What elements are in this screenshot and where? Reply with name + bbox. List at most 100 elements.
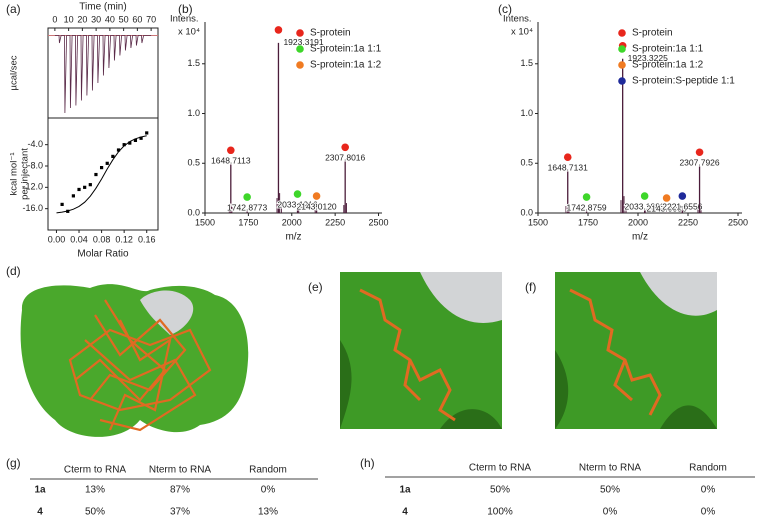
x-tick-label: 2500	[369, 217, 389, 227]
point	[116, 148, 121, 152]
point	[94, 172, 98, 177]
legend-marker	[296, 45, 304, 53]
peak-label: 2221.6556	[662, 201, 702, 211]
species-marker	[293, 190, 302, 198]
x-tick-label: 2000	[628, 217, 648, 227]
x-tick-label: 1500	[195, 217, 215, 227]
panel-label: (f)	[525, 280, 536, 294]
point	[139, 136, 143, 140]
species-marker	[582, 193, 591, 201]
x-tick-label: 0.04	[70, 234, 88, 244]
y-axis-title: µcal/sec	[9, 55, 20, 90]
row-label: 1a	[399, 485, 411, 496]
legend-marker	[618, 61, 626, 69]
column-header: Cterm to RNA	[64, 465, 127, 476]
table-cell: 87%	[170, 485, 190, 496]
x-tick-label: 30	[91, 14, 101, 24]
y-tick-label: 1.0	[187, 108, 200, 118]
column-header: Nterm to RNA	[149, 465, 212, 476]
peak-label: 2033.1916	[277, 199, 317, 209]
peak-label: 1923.3191	[283, 37, 323, 47]
point	[122, 143, 126, 147]
species-marker	[662, 194, 671, 202]
panel-label: (e)	[308, 280, 323, 294]
peak-label: 2143.0120	[296, 201, 336, 211]
table-cell: 50%	[600, 485, 620, 496]
x-tick-label: 1500	[528, 217, 548, 227]
table-cell: 0%	[701, 485, 716, 496]
x-tick-label: 0.12	[115, 234, 133, 244]
point	[99, 166, 104, 170]
peak-label: 2307.7926	[679, 158, 719, 168]
legend-marker	[618, 29, 626, 37]
species-marker	[243, 193, 251, 201]
x-tick-label: 1750	[238, 217, 258, 227]
y-tick-label: 0.5	[187, 158, 200, 168]
table-cell: 0%	[261, 485, 276, 496]
x-tick-label: 2250	[678, 217, 698, 227]
panel-label: (h)	[360, 456, 375, 470]
legend-label: S-protein:1a 1:2	[632, 60, 704, 71]
species-marker	[678, 192, 687, 200]
table-cell: 100%	[487, 507, 513, 518]
x-axis-title: Time (min)	[79, 2, 126, 13]
peak-label: 1742.8759	[566, 202, 606, 212]
peak-label: 1648.7131	[548, 162, 588, 172]
plot-frame	[47, 117, 159, 231]
y-tick-label: 0.0	[520, 207, 533, 217]
point	[60, 202, 64, 206]
table-cell: 50%	[85, 507, 105, 518]
table-cell: 13%	[258, 507, 278, 518]
y-tick-label: 1.0	[520, 108, 533, 118]
y-scale-label: x 10⁴	[178, 27, 200, 38]
x-tick-label: 0.08	[93, 234, 111, 244]
legend-label: S-protein	[632, 28, 673, 39]
x-axis-title: Molar Ratio	[77, 249, 129, 260]
point	[111, 154, 115, 158]
column-header: Nterm to RNA	[579, 463, 642, 474]
y-tick-label: -8.0	[27, 160, 43, 170]
table-cell: 0%	[603, 507, 618, 518]
row-label: 4	[37, 507, 43, 518]
point	[83, 185, 87, 189]
legend-label: S-protein:S-peptide 1:1	[632, 76, 735, 87]
y-tick-label: 0.5	[520, 158, 533, 168]
panel-label: (a)	[6, 2, 21, 16]
peak-label: 1648.7113	[211, 156, 251, 166]
legend-marker	[296, 61, 304, 69]
y-tick-label: 1.5	[520, 58, 533, 68]
x-tick-label: 20	[77, 14, 87, 24]
trace	[54, 35, 152, 114]
species-marker	[341, 143, 349, 152]
species-marker	[227, 146, 235, 155]
legend-label: S-protein:1a 1:1	[310, 44, 382, 55]
species-marker	[274, 26, 283, 34]
peak-label: 2033.1888	[625, 201, 665, 211]
point	[71, 194, 75, 198]
peak-label: 2143.0088	[647, 203, 687, 213]
row-label: 1a	[34, 485, 46, 496]
y-axis-title: Intens.	[503, 14, 532, 25]
x-tick-label: 2250	[325, 217, 345, 227]
point	[128, 141, 132, 145]
x-tick-label: 60	[132, 14, 142, 24]
structure-f	[555, 272, 717, 429]
table-cell: 37%	[170, 507, 190, 518]
panel-label: (c)	[498, 2, 512, 16]
structure-d	[20, 284, 249, 437]
y-tick-label: -12.0	[22, 182, 43, 192]
legend-marker	[618, 45, 626, 53]
legend-label: S-protein	[310, 28, 351, 39]
x-tick-label: 2000	[282, 217, 302, 227]
point	[133, 138, 138, 142]
panel-label: (b)	[178, 2, 193, 16]
y-tick-label: -16.0	[22, 203, 43, 213]
y-scale-label: x 10⁴	[511, 27, 533, 38]
x-tick-label: 0.16	[138, 234, 156, 244]
point	[77, 187, 81, 192]
x-tick-label: 70	[146, 14, 156, 24]
structure-e	[340, 272, 502, 429]
x-axis-title: m/z	[632, 232, 648, 243]
y-axis-title: per injectant	[20, 148, 31, 200]
